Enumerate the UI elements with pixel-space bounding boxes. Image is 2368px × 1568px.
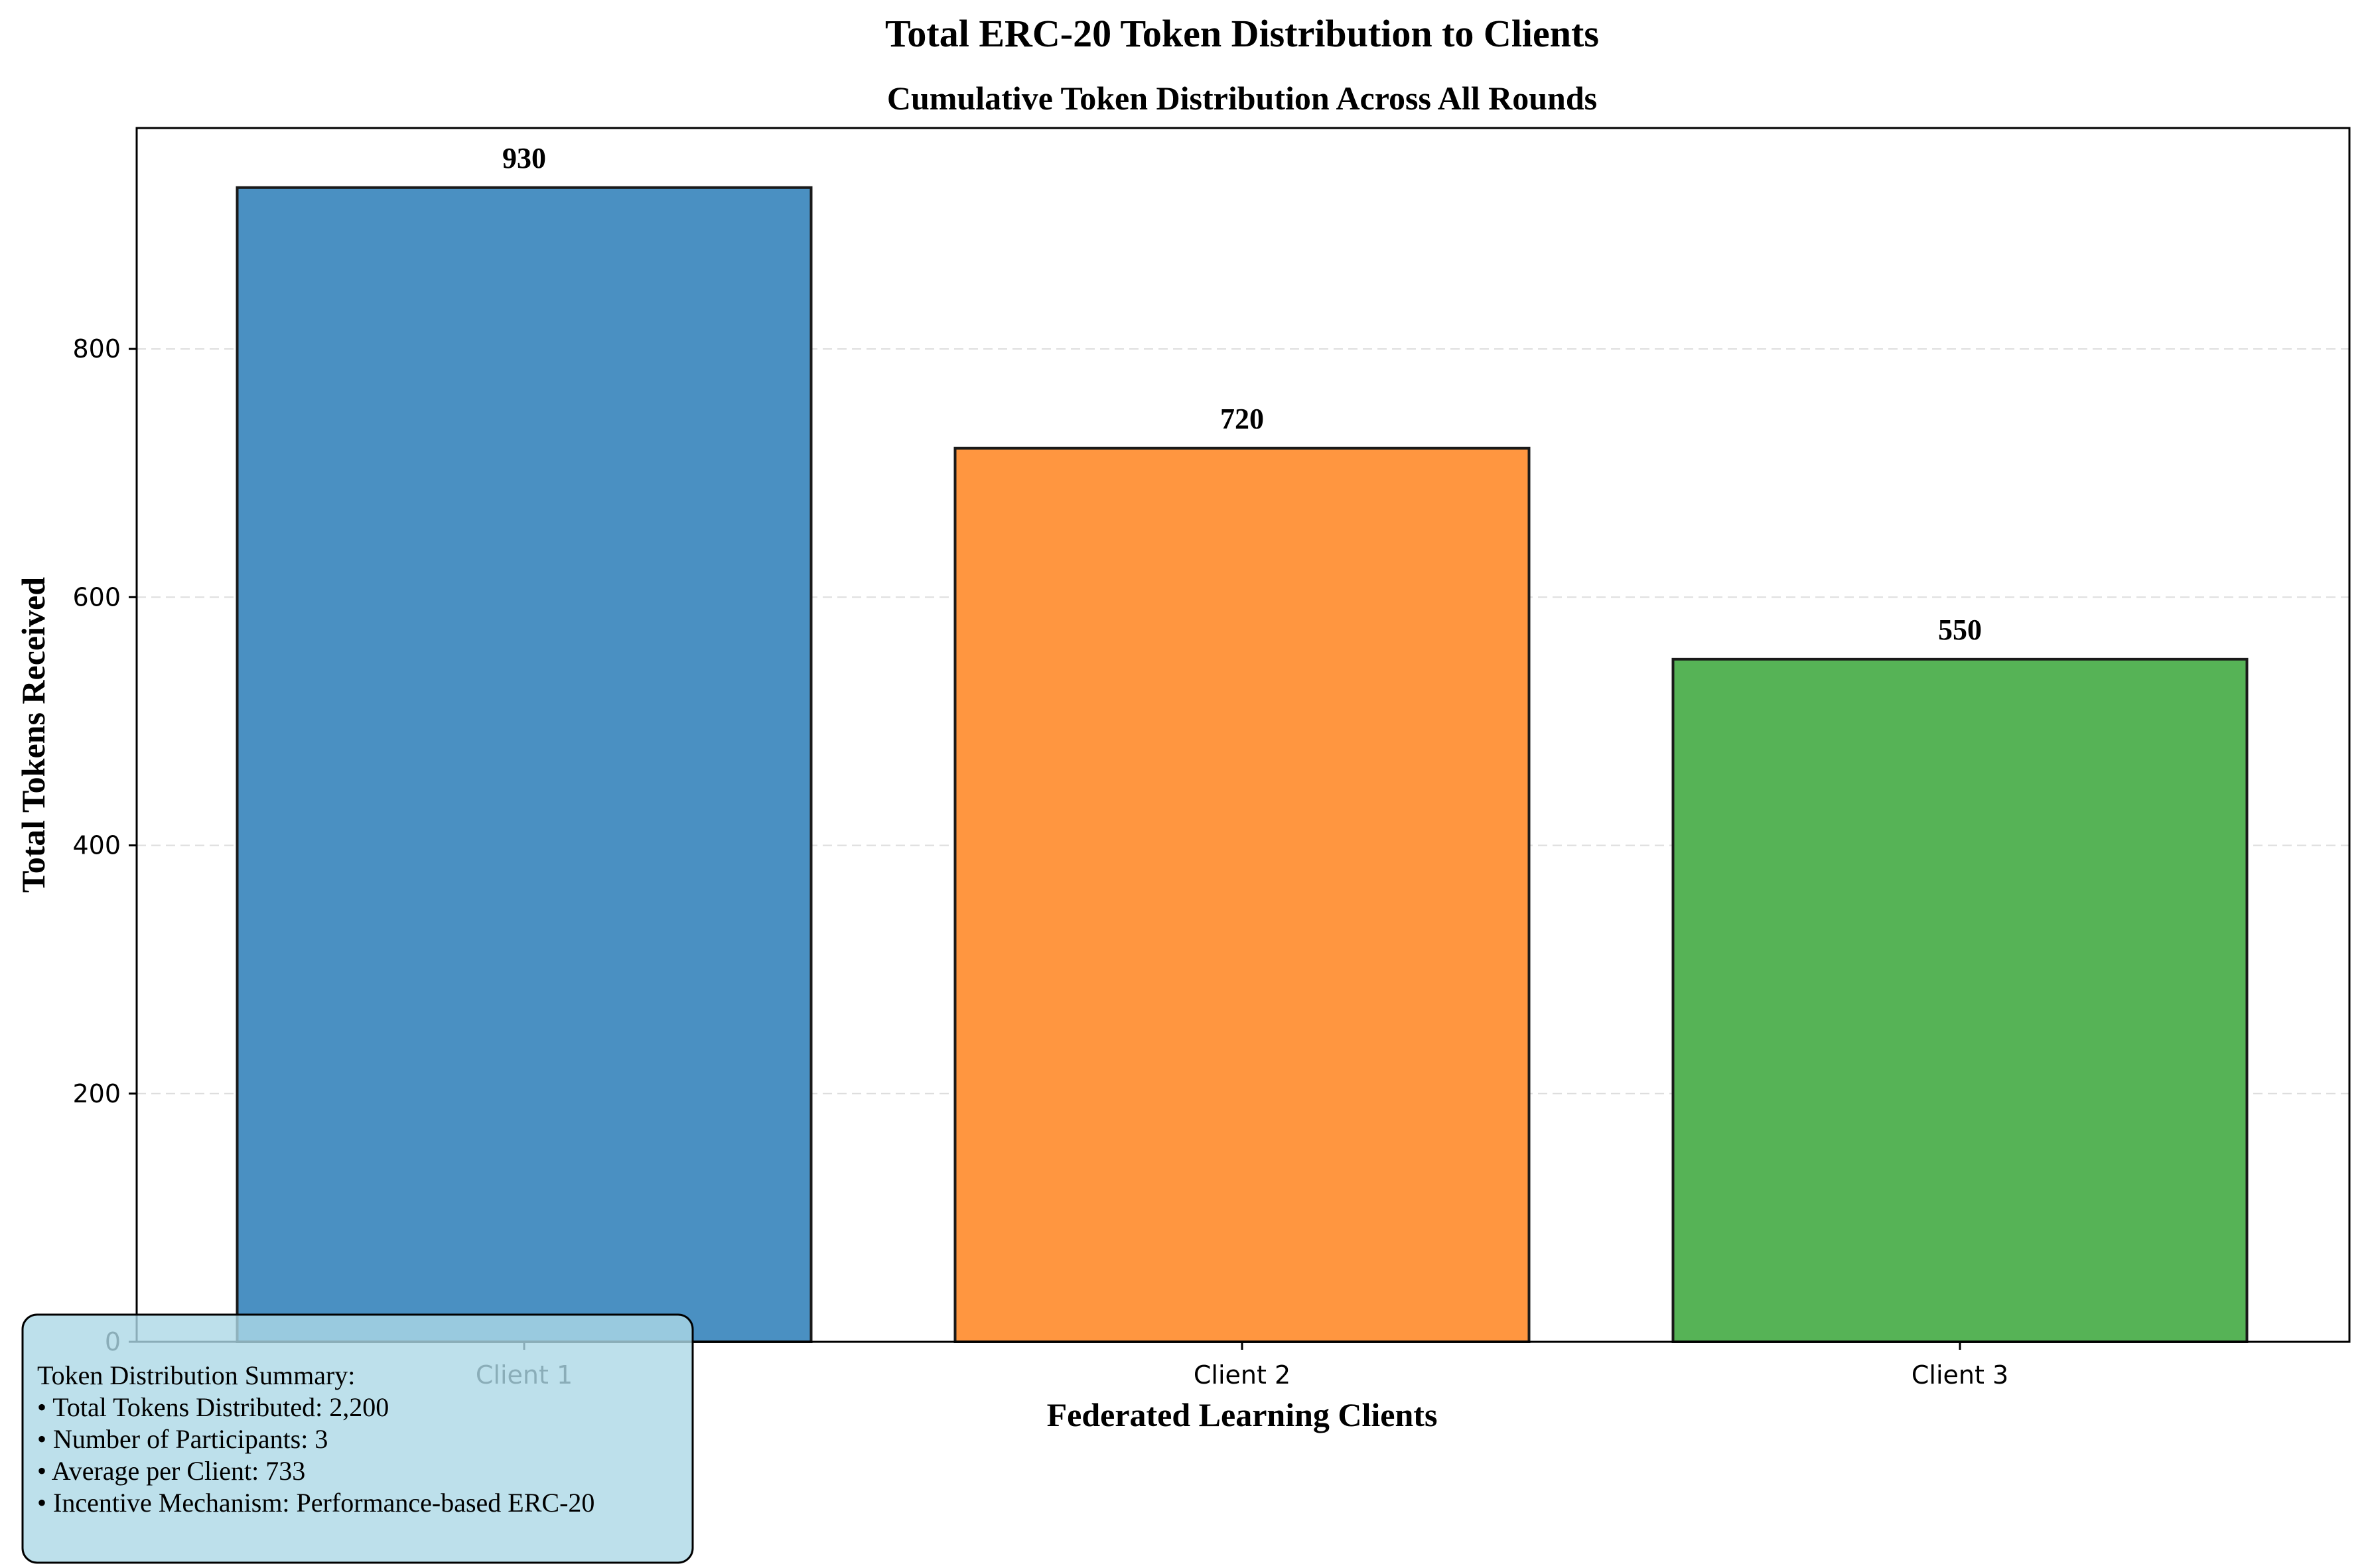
bar-client-1 — [236, 186, 813, 1344]
summary-heading: Token Distribution Summary: — [37, 1360, 355, 1390]
bar-value-label: 720 — [1220, 403, 1264, 435]
y-tick-label: 800 — [72, 334, 121, 363]
x-tick-label: Client 3 — [1912, 1360, 2008, 1390]
bar-client-3 — [1671, 657, 2249, 1343]
summary-box-background — [21, 1313, 694, 1564]
x-axis-label: Federated Learning Clients — [1047, 1396, 1438, 1433]
chart-title: Total ERC-20 Token Distribution to Clien… — [885, 12, 1599, 55]
bars — [236, 186, 2249, 1344]
chart-subtitle: Cumulative Token Distribution Across All… — [887, 80, 1597, 117]
y-tick-label: 200 — [72, 1079, 121, 1108]
bar-value-label: 930 — [502, 142, 546, 174]
summary-line: • Average per Client: 733 — [37, 1456, 305, 1486]
summary-box: Token Distribution Summary: • Total Toke… — [21, 1313, 694, 1564]
summary-line: • Incentive Mechanism: Performance-based… — [37, 1488, 594, 1518]
y-axis-label: Total Tokens Received — [15, 577, 52, 893]
summary-line: • Number of Participants: 3 — [37, 1424, 328, 1454]
x-tick-label: Client 2 — [1194, 1360, 1290, 1390]
summary-lines: • Total Tokens Distributed: 2,200 • Numbe… — [37, 1392, 594, 1518]
bar-client-2 — [953, 446, 1531, 1343]
y-tick-label: 400 — [72, 831, 121, 860]
y-tick-label: 600 — [72, 582, 121, 612]
bar-value-label: 550 — [1938, 614, 1982, 646]
value-labels: 930 720 550 — [502, 142, 1982, 646]
summary-line: • Total Tokens Distributed: 2,200 — [37, 1392, 389, 1422]
